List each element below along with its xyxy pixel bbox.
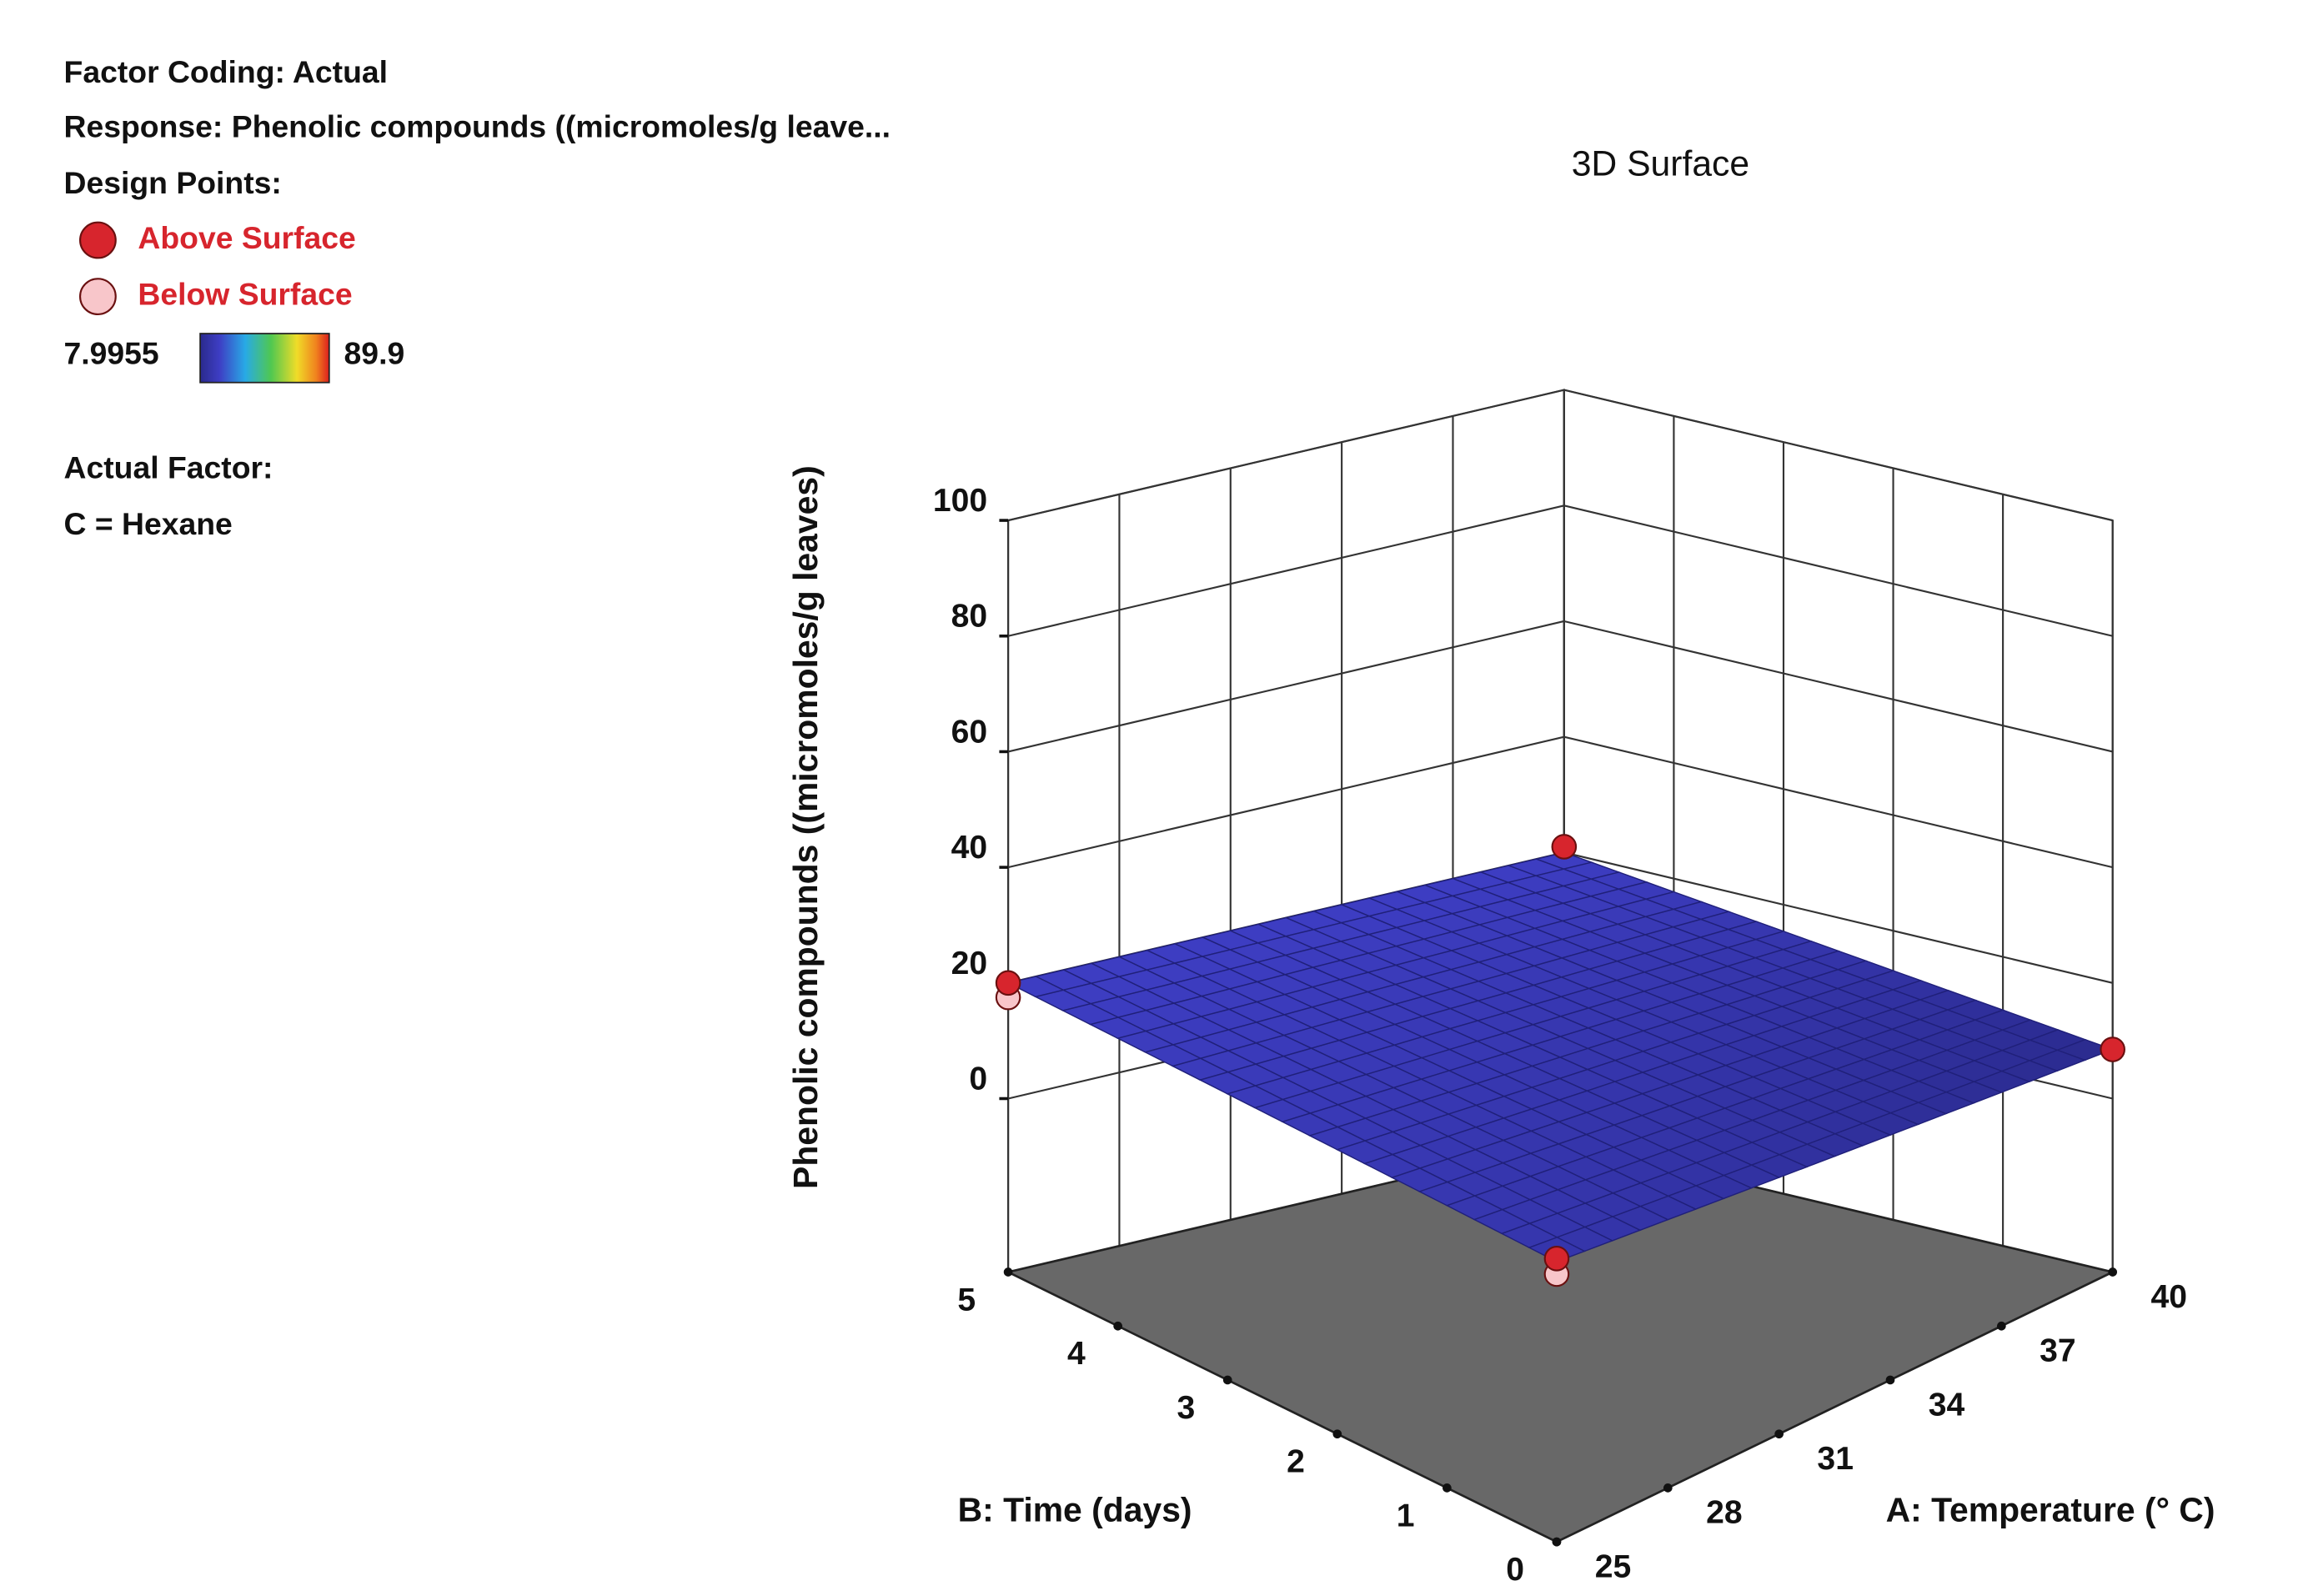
x-tick [1997,1321,2006,1331]
z-tick-label: 40 [951,830,988,866]
x-tick [1552,1537,1562,1547]
y-tick-label: 1 [1397,1498,1415,1533]
x-tick-label: 34 [1929,1387,1965,1423]
factor-setting: C = Hexane [64,506,233,541]
z-axis-title: Phenolic compounds ((micromoles/g leaves… [786,465,825,1189]
x-tick [1663,1483,1673,1493]
chart-title: 3D Surface [1572,143,1749,183]
design-points-label: Design Points: [64,165,282,200]
y-tick [1113,1321,1122,1331]
design-point [2100,1036,2125,1062]
y-tick-label: 2 [1287,1444,1305,1480]
x-tick-label: 37 [2040,1333,2076,1369]
x-tick [2108,1267,2118,1277]
grid-line [1007,504,1565,637]
grid-line [1563,620,2113,753]
y-tick-label: 0 [1506,1552,1524,1588]
y-tick [1003,1267,1013,1277]
x-tick [1774,1429,1784,1439]
grid-line [1563,735,2113,869]
legend-marker [79,221,117,259]
grid-line [1563,851,2113,984]
z-tick-label: 60 [951,714,988,750]
z-tick-label: 80 [951,599,988,635]
y-tick [1443,1483,1452,1493]
grid-line [1563,389,2113,522]
z-tick-label: 100 [933,483,987,519]
grid-line [1007,735,1565,869]
surface [1006,851,2115,1262]
grid-line [1007,389,1565,522]
legend-marker [79,278,117,315]
factor-coding: Factor Coding: Actual [64,54,388,89]
y-axis-title: B: Time (days) [958,1490,1192,1528]
x-tick-label: 25 [1595,1548,1632,1584]
y-tick-label: 5 [957,1282,976,1317]
grid-line [1007,620,1565,753]
design-point [1543,1246,1570,1272]
z-tick-label: 0 [969,1061,987,1097]
colorbar [199,333,330,384]
z-tick-label: 20 [951,946,988,981]
x-tick-label: 28 [1706,1495,1743,1531]
legend-label: Above Surface [138,220,355,255]
legend-label: Below Surface [138,276,352,311]
y-tick [1222,1375,1232,1385]
colorbar-min: 7.9955 [64,336,159,371]
design-point [1551,834,1578,860]
x-axis-title: A: Temperature (° C) [1886,1490,2215,1528]
y-tick-label: 4 [1067,1336,1086,1372]
design-point [995,970,1021,996]
x-tick [1885,1375,1895,1385]
colorbar-max: 89.9 [344,336,405,371]
y-tick-label: 3 [1177,1390,1196,1426]
grid-line [1563,504,2113,637]
x-tick-label: 31 [1817,1441,1854,1477]
y-tick [1332,1429,1342,1439]
response: Response: Phenolic compounds ((micromole… [64,109,891,144]
actual-factor-label: Actual Factor: [64,449,273,484]
x-tick-label: 40 [2150,1279,2187,1315]
